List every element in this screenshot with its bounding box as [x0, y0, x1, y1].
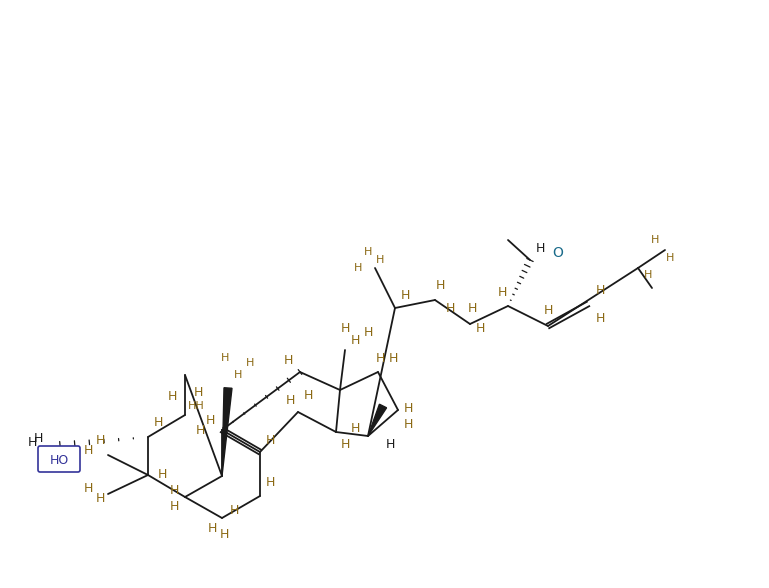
Text: H: H — [169, 483, 178, 496]
Text: H: H — [651, 235, 659, 245]
Text: H: H — [341, 439, 350, 452]
Text: H: H — [544, 303, 553, 316]
Text: H: H — [95, 433, 105, 446]
Text: H: H — [205, 413, 215, 426]
Text: HH: HH — [188, 401, 205, 411]
Text: H: H — [388, 352, 398, 365]
Text: H: H — [535, 242, 544, 255]
Text: H: H — [153, 416, 163, 429]
Text: H: H — [33, 432, 43, 445]
Text: H: H — [83, 443, 93, 456]
Text: HO: HO — [49, 453, 68, 466]
Text: H: H — [644, 270, 652, 280]
Text: H: H — [595, 312, 604, 325]
Text: H: H — [354, 263, 362, 273]
Text: H: H — [169, 499, 178, 513]
Text: H: H — [95, 492, 105, 505]
Text: H: H — [498, 286, 507, 299]
Text: H: H — [195, 423, 205, 436]
Text: H: H — [265, 476, 275, 489]
Polygon shape — [368, 404, 387, 436]
Text: H: H — [403, 402, 413, 415]
Text: H: H — [375, 352, 384, 365]
Text: H: H — [285, 393, 295, 406]
Text: H: H — [364, 247, 372, 257]
Text: H: H — [385, 439, 394, 452]
Text: H: H — [666, 253, 674, 263]
Text: H: H — [265, 433, 275, 446]
Text: H: H — [234, 370, 242, 380]
Text: H: H — [376, 255, 384, 265]
Text: H: H — [595, 283, 604, 296]
Text: H: H — [341, 322, 350, 335]
Text: H: H — [221, 353, 229, 363]
Text: H: H — [208, 522, 217, 534]
Text: O: O — [553, 246, 564, 260]
Text: H: H — [445, 302, 454, 315]
Text: H: H — [468, 302, 477, 315]
Text: H: H — [401, 289, 410, 302]
Text: H: H — [403, 419, 413, 432]
Text: H: H — [363, 326, 373, 339]
Text: H: H — [28, 436, 37, 449]
Text: H: H — [351, 333, 360, 346]
Text: H: H — [83, 482, 93, 495]
Text: H: H — [435, 279, 444, 292]
Text: H: H — [193, 386, 203, 399]
Text: H: H — [246, 358, 255, 368]
Text: H: H — [475, 322, 484, 335]
Text: H: H — [168, 390, 177, 403]
Polygon shape — [222, 387, 232, 476]
Text: H: H — [229, 503, 238, 516]
Text: H: H — [303, 389, 313, 402]
Text: H: H — [219, 529, 228, 542]
FancyBboxPatch shape — [38, 446, 80, 472]
Text: H: H — [351, 422, 360, 435]
Text: H: H — [158, 469, 167, 482]
Text: H: H — [283, 353, 293, 366]
